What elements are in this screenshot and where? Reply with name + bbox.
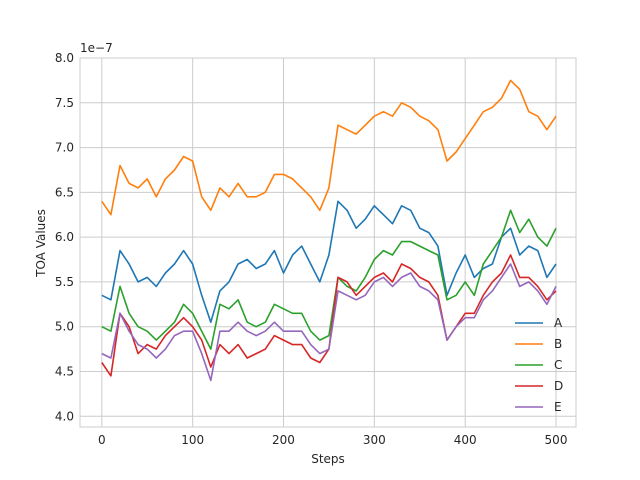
x-tick-labels: 0 100 200 300 400 500 [98,433,567,447]
series-line-e [101,263,557,382]
y-tick-label: 8.0 [55,51,74,65]
x-tick-label: 200 [272,433,295,447]
x-tick-label: 400 [454,433,477,447]
y-tick-label: 5.0 [55,320,74,334]
legend-label-b: B [554,337,562,351]
x-tick-label: 500 [545,433,568,447]
y-tick-labels: 4.0 4.5 5.0 5.5 6.0 6.5 7.0 7.5 8.0 [55,51,74,423]
legend-label-d: D [554,379,563,393]
series-line-c [101,209,557,350]
series-line-a [101,200,557,324]
y-tick-label: 6.5 [55,185,74,199]
y-tick-label: 4.5 [55,364,74,378]
x-tick-label: 300 [363,433,386,447]
series-line-b [101,79,557,216]
x-tick-label: 100 [181,433,204,447]
y-tick-label: 6.0 [55,230,74,244]
y-offset-label: 1e−7 [80,41,113,55]
plot-frame [79,57,577,428]
x-axis-label: Steps [311,452,345,466]
plot-area [80,58,576,427]
legend-label-a: A [554,316,563,330]
y-tick-label: 7.0 [55,141,74,155]
legend-label-e: E [554,400,562,414]
series-lines [101,79,557,382]
y-axis-label: TOA Values [34,209,48,278]
y-tick-label: 4.0 [55,409,74,423]
x-tick-label: 0 [98,433,106,447]
y-tick-label: 7.5 [55,96,74,110]
y-tick-label: 5.5 [55,275,74,289]
legend-label-c: C [554,358,562,372]
